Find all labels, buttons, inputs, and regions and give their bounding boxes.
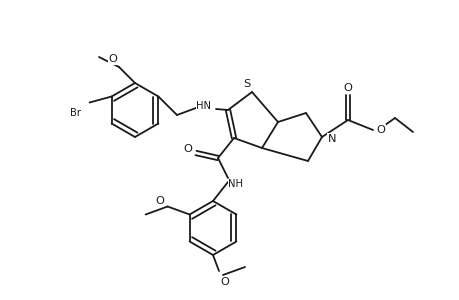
- Text: O: O: [155, 196, 164, 206]
- Text: N: N: [327, 134, 336, 144]
- Text: O: O: [108, 54, 117, 64]
- Text: O: O: [220, 277, 229, 287]
- Text: NH: NH: [228, 179, 243, 189]
- Text: Br: Br: [70, 107, 81, 118]
- Text: S: S: [243, 79, 250, 89]
- Text: HN: HN: [196, 101, 211, 111]
- Text: O: O: [183, 144, 192, 154]
- Text: O: O: [376, 125, 385, 135]
- Text: O: O: [343, 83, 352, 93]
